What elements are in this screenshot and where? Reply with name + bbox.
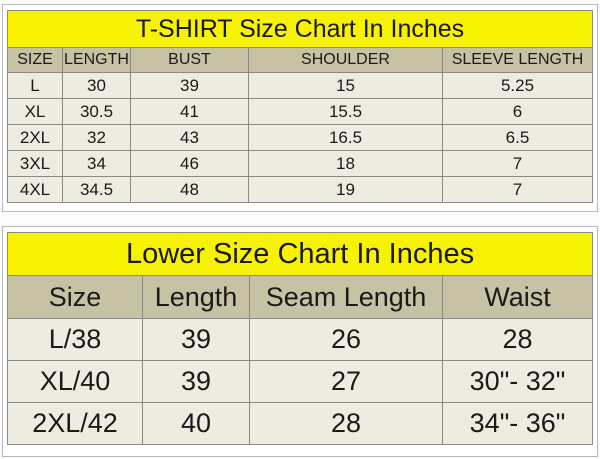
table-cell: L/38 (7, 318, 143, 361)
column-header: SLEEVE LENGTH (442, 47, 593, 73)
column-header: Length (142, 275, 250, 319)
table-cell: 6.5 (442, 124, 593, 151)
table-row: L 30 39 15 5.25 (7, 72, 593, 99)
table-cell: XL/40 (7, 360, 143, 403)
table-row: 2XL/42 40 28 34"- 36" (7, 402, 594, 445)
table-cell: 48 (130, 176, 249, 203)
table-cell: 7 (442, 176, 593, 203)
table-cell: 39 (142, 360, 250, 403)
table-cell: 2XL (7, 124, 63, 151)
lower-chart-title: Lower Size Chart In Inches (6, 232, 594, 276)
table-cell: 34"- 36" (441, 402, 594, 445)
table-cell: 4XL (7, 176, 63, 203)
table-cell: L (7, 72, 63, 99)
column-header: Waist (441, 275, 594, 319)
table-cell: 30 (62, 72, 131, 99)
column-header: SIZE (7, 47, 63, 73)
table-cell: XL (7, 98, 63, 125)
column-header: SHOULDER (248, 47, 443, 73)
column-header: LENGTH (62, 47, 131, 73)
table-cell: 3XL (7, 150, 63, 177)
column-header: Size (7, 275, 143, 319)
table-row: L/38 39 26 28 (7, 318, 594, 361)
table-cell: 34 (62, 150, 131, 177)
table-cell: 15.5 (248, 98, 443, 125)
table-cell: 16.5 (248, 124, 443, 151)
table-cell: 30"- 32" (441, 360, 594, 403)
table-cell: 40 (142, 402, 250, 445)
table-cell: 43 (130, 124, 249, 151)
table-cell: 28 (441, 318, 594, 361)
tshirt-chart-title: T-SHIRT Size Chart In Inches (7, 10, 593, 48)
table-cell: 30.5 (62, 98, 131, 125)
table-cell: 41 (130, 98, 249, 125)
column-header: Seam Length (249, 275, 443, 319)
table-cell: 26 (249, 318, 443, 361)
table-cell: 39 (130, 72, 249, 99)
table-row: 2XL 32 43 16.5 6.5 (7, 124, 593, 151)
table-cell: 5.25 (442, 72, 593, 99)
table-cell: 2XL/42 (7, 402, 143, 445)
table-row: 3XL 34 46 18 7 (7, 150, 593, 177)
table-row: XL/40 39 27 30"- 32" (7, 360, 594, 403)
lower-size-table: Lower Size Chart In Inches Size Length Sea… (6, 232, 594, 445)
table-cell: 32 (62, 124, 131, 151)
table-cell: 39 (142, 318, 250, 361)
table-cell: 15 (248, 72, 443, 99)
table-cell: 27 (249, 360, 443, 403)
tshirt-size-table: T-SHIRT Size Chart In Inches SIZE LENGTH B… (7, 10, 593, 203)
table-cell: 7 (442, 150, 593, 177)
table-row: 4XL 34.5 48 19 7 (7, 176, 593, 203)
table-cell: 28 (249, 402, 443, 445)
table-row: XL 30.5 41 15.5 6 (7, 98, 593, 125)
table-cell: 6 (442, 98, 593, 125)
table-cell: 46 (130, 150, 249, 177)
table-cell: 34.5 (62, 176, 131, 203)
table-cell: 19 (248, 176, 443, 203)
column-header: BUST (130, 47, 249, 73)
table-cell: 18 (248, 150, 443, 177)
